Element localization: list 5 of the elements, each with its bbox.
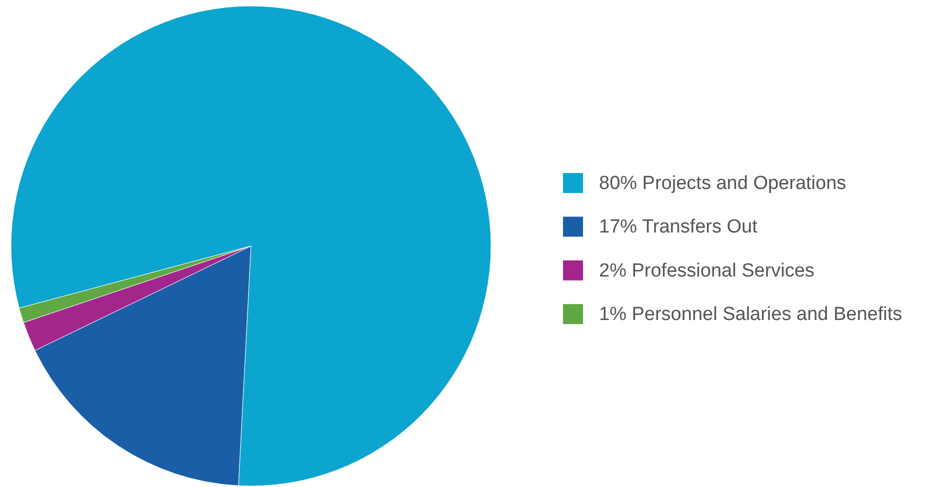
legend-label: 1% Personnel Salaries and Benefits [599, 304, 902, 326]
legend-label: 2% Professional Services [599, 260, 814, 282]
legend-label: 17% Transfers Out [599, 216, 758, 238]
legend-label: 80% Projects and Operations [599, 173, 846, 194]
pie-slice [10, 6, 491, 486]
